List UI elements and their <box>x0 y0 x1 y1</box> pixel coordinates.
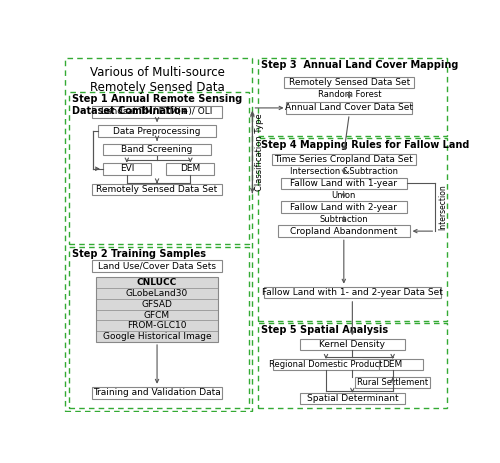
Text: Step 5 Spatial Analysis: Step 5 Spatial Analysis <box>261 325 388 335</box>
FancyBboxPatch shape <box>98 125 216 137</box>
Text: Google Historical Image: Google Historical Image <box>102 332 212 341</box>
Text: Step 1 Annual Remote Sensing
Dataset Combination: Step 1 Annual Remote Sensing Dataset Com… <box>72 94 242 116</box>
FancyBboxPatch shape <box>278 225 409 237</box>
Text: Remotely Sensed Data Set: Remotely Sensed Data Set <box>96 185 218 194</box>
Text: CNLUCC: CNLUCC <box>137 278 177 287</box>
Text: Training and Validation Data: Training and Validation Data <box>93 388 221 397</box>
FancyBboxPatch shape <box>92 260 222 271</box>
Text: Fallow Land with 1-year: Fallow Land with 1-year <box>290 179 398 188</box>
Text: Landsat TM/ ETM(+)/ OLI: Landsat TM/ ETM(+)/ OLI <box>102 107 212 116</box>
Text: DEM: DEM <box>180 164 201 173</box>
Text: FROM-GLC10: FROM-GLC10 <box>128 321 187 330</box>
Text: Kernel Density: Kernel Density <box>320 340 386 349</box>
Text: Band Screening: Band Screening <box>122 145 192 154</box>
Text: Time Series Cropland Data Set: Time Series Cropland Data Set <box>274 155 413 164</box>
FancyBboxPatch shape <box>166 163 214 175</box>
Text: Regional Domestic Product: Regional Domestic Product <box>269 360 383 369</box>
Text: Various of Multi-source
Remotely Sensed Data: Various of Multi-source Remotely Sensed … <box>90 66 224 94</box>
FancyBboxPatch shape <box>264 287 440 299</box>
FancyBboxPatch shape <box>103 163 151 175</box>
FancyBboxPatch shape <box>103 144 212 155</box>
FancyBboxPatch shape <box>286 102 412 114</box>
Text: Random Forest: Random Forest <box>318 90 381 100</box>
Text: GLobeLand30: GLobeLand30 <box>126 289 188 298</box>
Bar <box>258 323 447 408</box>
FancyBboxPatch shape <box>272 154 416 165</box>
Text: Step 2 Training Samples: Step 2 Training Samples <box>72 249 206 259</box>
FancyBboxPatch shape <box>362 359 423 370</box>
Text: Remotely Sensed Data Set: Remotely Sensed Data Set <box>288 78 410 87</box>
FancyBboxPatch shape <box>281 178 406 189</box>
Text: Fallow Land with 1- and 2-year Data Set: Fallow Land with 1- and 2-year Data Set <box>262 288 443 297</box>
FancyBboxPatch shape <box>284 77 414 88</box>
FancyBboxPatch shape <box>300 393 405 404</box>
Bar <box>68 92 248 244</box>
Text: Spatial Determinant: Spatial Determinant <box>306 394 398 403</box>
FancyBboxPatch shape <box>300 338 405 350</box>
Text: Cropland Abandonment: Cropland Abandonment <box>290 226 398 236</box>
Bar <box>68 246 248 408</box>
Text: DEM: DEM <box>382 360 403 369</box>
Text: Union: Union <box>332 191 356 200</box>
Bar <box>65 58 252 411</box>
Text: Rural Settlement: Rural Settlement <box>357 378 428 388</box>
Bar <box>258 58 447 137</box>
Text: Data Preprocessing: Data Preprocessing <box>114 126 201 136</box>
Text: Classification Type: Classification Type <box>256 114 264 192</box>
FancyBboxPatch shape <box>92 106 222 118</box>
FancyBboxPatch shape <box>272 359 380 370</box>
FancyBboxPatch shape <box>92 387 222 399</box>
FancyBboxPatch shape <box>356 377 430 388</box>
Bar <box>96 277 218 342</box>
Text: GFSAD: GFSAD <box>142 300 172 309</box>
FancyBboxPatch shape <box>281 201 406 213</box>
Text: GFCM: GFCM <box>144 311 170 319</box>
Text: Land Use/Cover Data Sets: Land Use/Cover Data Sets <box>98 261 216 270</box>
Text: EVI: EVI <box>120 164 134 173</box>
Text: Step 4 Mapping Rules for Fallow Land: Step 4 Mapping Rules for Fallow Land <box>261 140 470 150</box>
Text: Intersection &Subtraction: Intersection &Subtraction <box>290 167 398 176</box>
Text: Intersection: Intersection <box>438 184 447 230</box>
Text: Fallow Land with 2-year: Fallow Land with 2-year <box>290 203 398 212</box>
FancyBboxPatch shape <box>92 184 222 195</box>
Text: Step 3  Annual Land Cover Mapping: Step 3 Annual Land Cover Mapping <box>261 60 458 70</box>
Text: Subtraction: Subtraction <box>320 215 368 224</box>
Bar <box>258 138 447 321</box>
Text: Annual Land Cover Data Set: Annual Land Cover Data Set <box>285 103 413 113</box>
